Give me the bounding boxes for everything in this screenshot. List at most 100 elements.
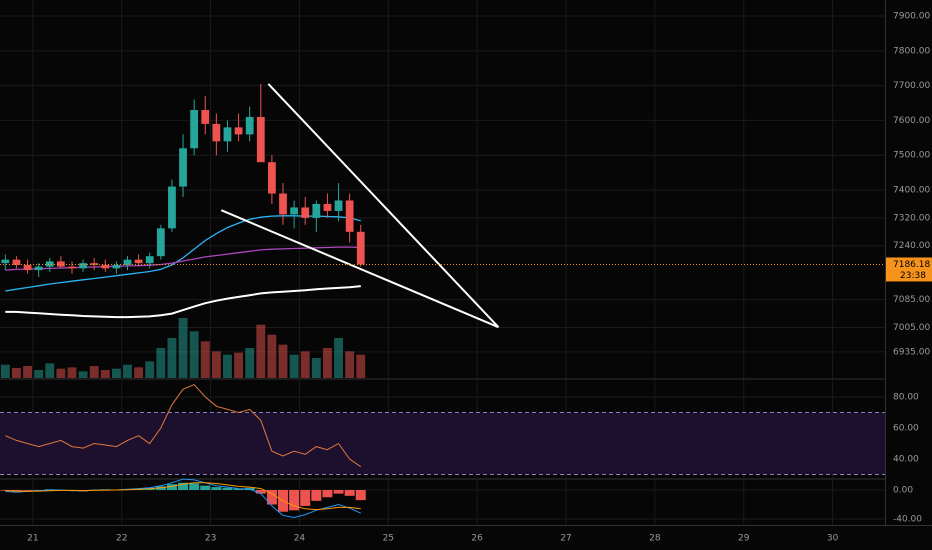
volume-bar [178,318,188,378]
candle-body [68,266,76,269]
volume-bar [322,348,332,378]
y-tick-label: 80.00 [893,393,919,403]
volume-bar [189,331,199,378]
volume-bar [267,334,277,378]
macd-histogram-bar [355,490,366,501]
candle-body [279,193,287,215]
volume-bar [89,366,99,378]
macd-histogram-bar [255,490,266,494]
volume-bar [111,368,121,378]
y-tick-label: 7600.00 [893,116,930,126]
macd-histogram-bar [289,490,300,511]
volume-bar [334,338,343,378]
volume-bar [245,348,255,378]
candle-body [312,203,321,218]
last-price-tag [886,257,932,282]
trendline [220,209,499,329]
candle-body [123,259,132,265]
x-tick-label: 22 [116,534,127,544]
candle-body [90,263,99,265]
y-tick-label: 40.00 [893,454,919,464]
x-tick-label: 27 [560,534,571,544]
candle-body [323,203,332,211]
x-tick-label: 25 [383,534,394,544]
volume-bar [67,367,77,378]
candle-body [245,116,254,135]
candle-body [79,263,87,269]
moving-average [5,285,361,319]
volume-bar [278,344,288,378]
y-tick-label: 6935.00 [893,347,930,357]
volume-bar [200,341,210,378]
candle-body [301,207,310,218]
macd-histogram-bar [311,490,322,501]
volume-bar [289,354,299,378]
macd-histogram-bar [166,484,177,490]
macd-histogram-bar [211,487,222,490]
volume-bar [156,348,166,378]
x-tick-label: 23 [205,534,216,544]
volume-bar [345,351,355,378]
macd-histogram-bar [300,490,311,506]
macd-histogram-bar [266,490,277,505]
macd-histogram-bar [200,485,211,490]
macd-line [5,482,361,511]
volume-bar [123,364,132,378]
y-tick-label: 7085.00 [893,295,930,305]
y-tick-label: 7500.00 [893,151,930,161]
x-tick-label: 28 [649,534,661,544]
candle-body [45,261,54,267]
candle-body [34,266,43,271]
candle-body [168,186,176,229]
candle-body [179,148,187,187]
candle-body [190,109,199,149]
volume-bar [23,366,32,378]
volume-bar [78,371,88,378]
volume-bar [234,352,244,378]
candle-body [345,200,354,232]
candle-body [223,127,232,142]
candle-body [212,123,221,142]
volume-bar [0,364,10,378]
volume-bar [223,354,232,378]
rsi-line [5,384,362,468]
rsi-band [0,412,885,475]
macd-histogram-bar [22,490,33,491]
macd-histogram-bar [333,490,344,494]
macd-histogram-bar [322,490,333,498]
candle-body [1,259,10,264]
volume-bar [256,324,266,378]
candle-body [334,200,343,211]
countdown-label: 23:38 [900,271,926,281]
candle-body [201,109,210,124]
candle-body [256,116,265,163]
candle-body [134,259,143,264]
macd-histogram-bar [189,483,200,490]
candle-body [23,264,32,271]
y-tick-label: 7005.00 [893,323,930,333]
volume-bar [45,363,55,378]
candle-body [290,207,298,215]
last-price-label: 7186.18 [893,260,930,270]
y-tick-label: 7900.00 [893,12,930,22]
y-tick-label: 7320.00 [893,213,930,223]
candle-body [156,228,165,257]
moving-average [5,246,361,271]
candle-body [101,264,110,269]
volume-bar [300,351,310,378]
y-tick-label: 7400.00 [893,186,930,196]
x-tick-label: 24 [294,534,306,544]
y-tick-label: 7700.00 [893,81,930,91]
y-tick-label: 7800.00 [893,46,930,56]
volume-bar [356,354,366,378]
x-tick-label: 21 [27,534,38,544]
macd-histogram-bar [222,487,233,490]
candle-body [356,231,365,265]
x-tick-label: 26 [471,534,483,544]
volume-bar [56,368,66,378]
y-tick-label: 7240.00 [893,241,930,251]
x-tick-label: 30 [827,534,839,544]
candle-body [12,259,21,265]
candle-body [234,127,243,135]
